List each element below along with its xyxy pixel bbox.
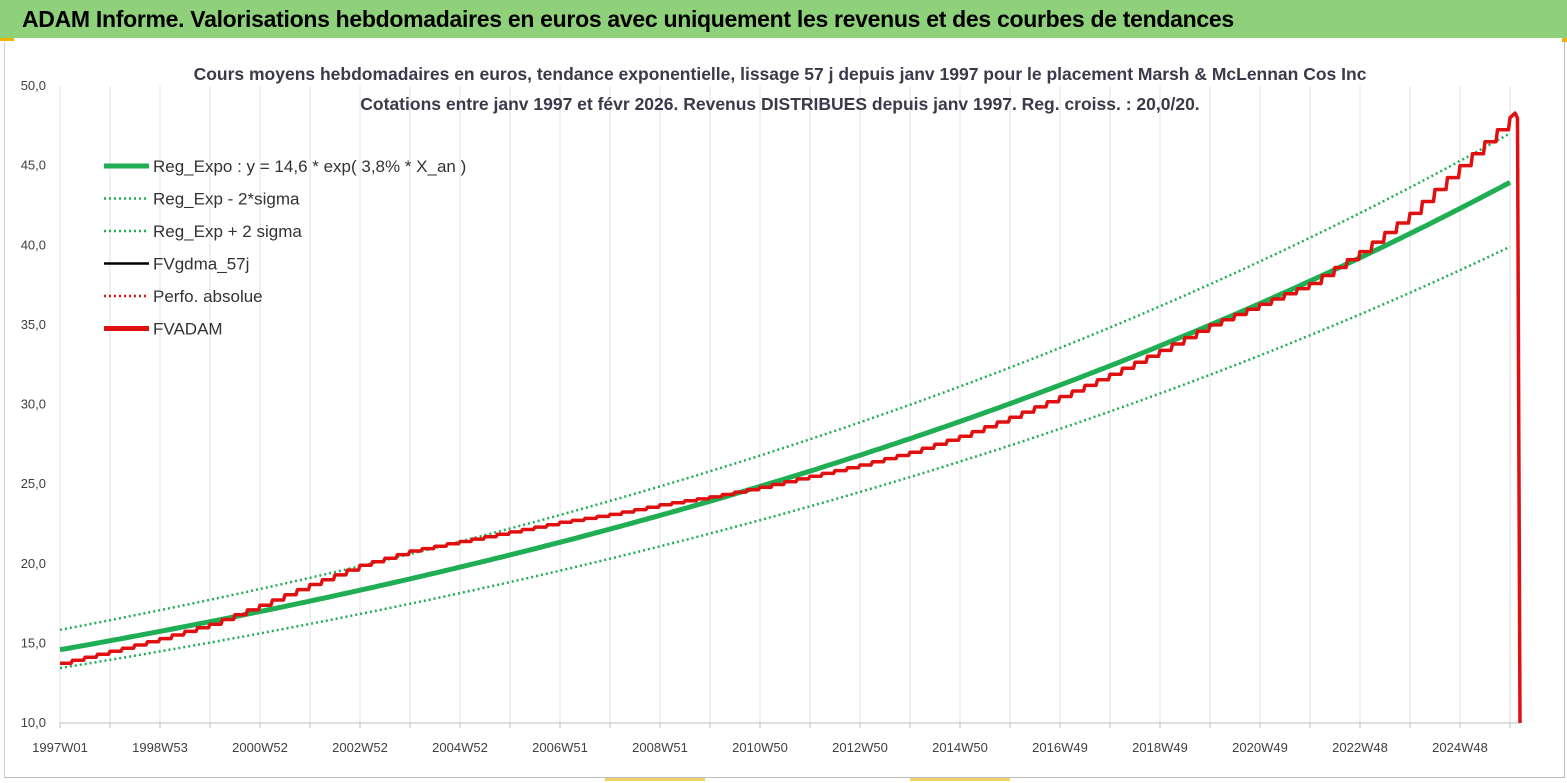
- x-tick-label: 2018W49: [1132, 740, 1188, 755]
- x-tick-label: 2004W52: [432, 740, 488, 755]
- legend-label: FVgdma_57j: [153, 255, 249, 274]
- x-axis-ticks: 1997W01 1998W53 2000W52 2002W52 2004W52 2006W…: [32, 740, 1488, 755]
- legend-label: Reg_Exp + 2 sigma: [153, 222, 302, 241]
- series-perfo-absolue: [60, 112, 1521, 724]
- series-layer: [59, 111, 1522, 724]
- bottom-accent-1: [605, 778, 705, 781]
- x-tick-label: 2010W50: [732, 740, 788, 755]
- x-tick-label: 2002W52: [332, 740, 388, 755]
- y-tick-label: 15,0: [21, 635, 46, 650]
- chart-title-line-2: Cotations entre janv 1997 et févr 2026. …: [360, 94, 1199, 114]
- bottom-accent-2: [910, 778, 1010, 781]
- x-tick-label: 2006W51: [532, 740, 588, 755]
- y-tick-label: 35,0: [21, 317, 46, 332]
- gridlines: [59, 86, 1520, 728]
- y-tick-label: 40,0: [21, 237, 46, 252]
- legend-label: Reg_Expo : y = 14,6 * exp( 3,8% * X_an ): [153, 157, 466, 176]
- series-reg-exp-minus-2sigma: [59, 245, 1511, 670]
- x-tick-label: 2000W52: [232, 740, 288, 755]
- x-tick-label: 1997W01: [32, 740, 88, 755]
- x-tick-label: 2008W51: [632, 740, 688, 755]
- y-tick-label: 20,0: [21, 556, 46, 571]
- legend-label: Perfo. absolue: [153, 287, 263, 306]
- report-title: ADAM Informe. Valorisations hebdomadaire…: [22, 6, 1234, 32]
- y-tick-label: 50,0: [21, 78, 46, 93]
- chart-frame: [4, 42, 1565, 778]
- series-reg-exp-plus-2sigma: [59, 132, 1511, 632]
- report-banner: ADAM Informe. Valorisations hebdomadaire…: [0, 0, 1567, 38]
- y-tick-label: 10,0: [21, 715, 46, 730]
- x-tick-label: 1998W53: [132, 740, 188, 755]
- x-tick-label: 2014W50: [932, 740, 988, 755]
- chart-title-line-1: Cours moyens hebdomadaires en euros, ten…: [194, 64, 1367, 84]
- y-axis-ticks: 10,0 15,0 20,0 25,0 30,0 35,0 40,0 45,0 50,0: [21, 78, 46, 730]
- x-tick-label: 2022W48: [1332, 740, 1388, 755]
- y-tick-label: 30,0: [21, 397, 46, 412]
- x-tick-label: 2012W50: [832, 740, 888, 755]
- legend-label: FVADAM: [153, 320, 223, 339]
- banner-accent-right: [1562, 38, 1567, 42]
- x-tick-label: 2020W49: [1232, 740, 1288, 755]
- y-tick-label: 25,0: [21, 476, 46, 491]
- x-tick-label: 2016W49: [1032, 740, 1088, 755]
- legend-label: Reg_Exp - 2*sigma: [153, 190, 300, 209]
- series-reg-expo: [59, 180, 1512, 653]
- x-tick-label: 2024W48: [1432, 740, 1488, 755]
- y-tick-label: 45,0: [21, 158, 46, 173]
- chart-legend: Reg_Expo : y = 14,6 * exp( 3,8% * X_an )…: [104, 157, 466, 339]
- banner-accent-left: [0, 38, 14, 41]
